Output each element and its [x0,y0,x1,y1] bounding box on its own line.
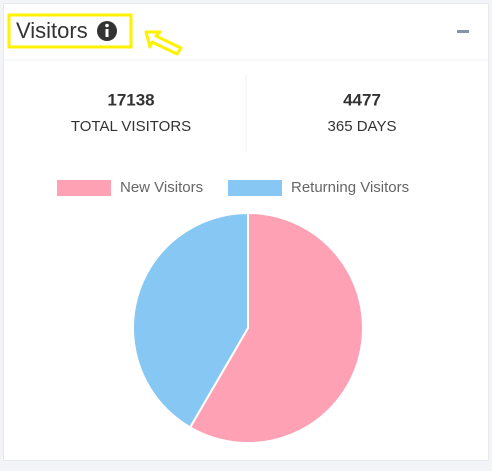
legend-label: New Visitors [120,179,203,196]
arrow [144,30,183,56]
collapse-button[interactable] [457,30,469,33]
highlight-box [7,13,133,49]
stat-value: 4477 [343,90,381,109]
stat-value: 17138 [107,90,154,109]
legend-label: Returning Visitors [291,179,409,196]
pie-slice [188,211,364,444]
legend-swatch [57,180,111,196]
info-icon[interactable] [97,21,117,41]
widget-title: Visitors [16,18,88,43]
stat-label: 365 DAYS [328,118,397,135]
pie-slice [132,211,249,429]
legend-swatch [228,180,282,196]
stat-label: TOTAL VISITORS [71,118,191,135]
